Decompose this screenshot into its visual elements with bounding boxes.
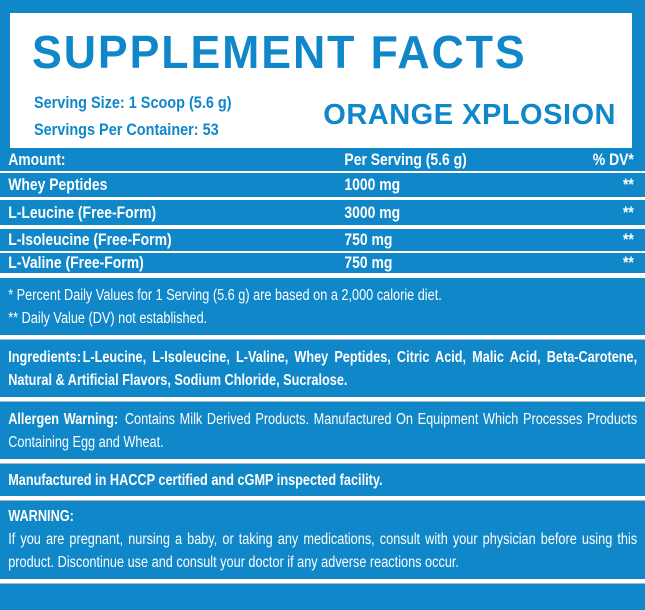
serving-size: Serving Size: 1 Scoop (5.6 g) (34, 93, 232, 112)
nutrient-amount: 750 mg (344, 253, 393, 272)
table-row: Whey Peptides 1000 mg ** (0, 173, 645, 200)
facts-content: Amount: Per Serving (5.6 g) % DV* Whey P… (0, 148, 645, 584)
manufactured-note: Manufactured in HACCP certified and cGMP… (8, 472, 383, 489)
nutrient-dv: ** (623, 253, 634, 272)
nutrient-dv: ** (623, 175, 634, 194)
footnotes: * Percent Daily Values for 1 Serving (5.… (0, 278, 645, 330)
nutrient-amount: 750 mg (344, 230, 393, 249)
allergen-text: Contains Milk Derived Products. Manufact… (8, 411, 638, 451)
separator (0, 579, 645, 584)
ingredients-text: L-Leucine, L-Isoleucine, L-Valine, Whey … (8, 349, 638, 389)
separator (0, 397, 645, 402)
column-header-dv: % DV* (592, 149, 634, 169)
flavor-name: ORANGE XPLOSION (323, 99, 616, 131)
separator (0, 335, 645, 340)
nutrient-amount: 3000 mg (344, 202, 401, 222)
nutrient-name: L-Valine (Free-Form) (8, 253, 144, 272)
dv-footnote: * Percent Daily Values for 1 Serving (5.… (8, 287, 442, 304)
ingredients-section: Ingredients: L-Leucine, L-Isoleucine, L-V… (0, 346, 645, 392)
ingredients-label: Ingredients: (8, 349, 81, 366)
header-panel: SUPPLEMENT FACTS Serving Size: 1 Scoop (… (10, 13, 632, 148)
not-established-footnote: ** Daily Value (DV) not established. (8, 310, 208, 327)
nutrient-dv: ** (623, 230, 634, 249)
separator (0, 459, 645, 464)
separator (0, 496, 645, 501)
column-header-per-serving: Per Serving (5.6 g) (344, 149, 467, 169)
table-row: L-Isoleucine (Free-Form) 750 mg ** (0, 229, 645, 253)
nutrient-amount: 1000 mg (344, 175, 401, 194)
nutrient-name: L-Leucine (Free-Form) (8, 202, 157, 222)
nutrient-dv: ** (623, 202, 634, 222)
table-row: L-Leucine (Free-Form) 3000 mg ** (0, 200, 645, 229)
warning-text: If you are pregnant, nursing a baby, or … (8, 531, 638, 571)
serving-info: Serving Size: 1 Scoop (5.6 g) Servings P… (34, 89, 232, 143)
table-row: L-Valine (Free-Form) 750 mg ** (0, 253, 645, 278)
column-header-amount: Amount: (8, 149, 66, 169)
page-title: SUPPLEMENT FACTS (32, 26, 527, 78)
nutrient-name: Whey Peptides (8, 175, 108, 194)
servings-per-container: Servings Per Container: 53 (34, 120, 219, 139)
warning-label: WARNING: (8, 508, 74, 525)
allergen-section: Allergen Warning: Contains Milk Derived P… (0, 408, 645, 454)
allergen-label: Allergen Warning: (8, 411, 119, 428)
nutrient-name: L-Isoleucine (Free-Form) (8, 230, 172, 249)
table-header-row: Amount: Per Serving (5.6 g) % DV* (0, 148, 645, 173)
